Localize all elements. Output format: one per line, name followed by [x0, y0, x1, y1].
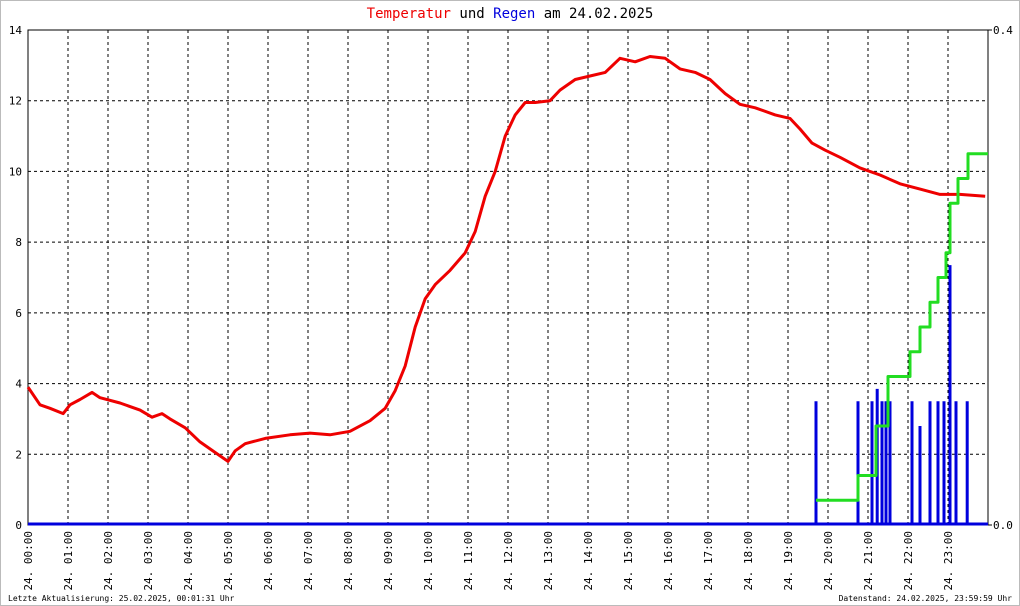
- x-tick-label: 24. 00:00: [22, 531, 35, 591]
- bar: [910, 401, 914, 525]
- y-tick-label: 4: [15, 378, 22, 391]
- line: [816, 152, 988, 502]
- x-tick-label: 24. 05:00: [222, 531, 235, 591]
- x-tick-label: 24. 11:00: [462, 531, 475, 591]
- bar: [948, 265, 952, 525]
- footer-left: Letzte Aktualisierung: 25.02.2025, 00:01…: [8, 594, 235, 603]
- x-tick-label: 24. 07:00: [302, 531, 315, 591]
- bar: [856, 401, 860, 525]
- x-tick-label: 24. 23:00: [942, 531, 955, 591]
- bar: [814, 401, 818, 525]
- bar: [884, 401, 888, 525]
- title-part: und: [459, 6, 484, 22]
- y-tick-label: 10: [9, 165, 22, 178]
- bar: [918, 426, 922, 525]
- x-tick-label: 24. 19:00: [782, 531, 795, 591]
- x-tick-label: 24. 08:00: [342, 531, 355, 591]
- bar: [928, 401, 932, 525]
- bar: [880, 401, 884, 525]
- line: [26, 55, 986, 463]
- bar: [965, 401, 969, 525]
- y-tick-label: 8: [15, 236, 22, 249]
- x-tick-label: 24. 03:00: [142, 531, 155, 591]
- y2-tick-label: 0.4: [993, 24, 1013, 37]
- x-tick-label: 24. 04:00: [182, 531, 195, 591]
- bar: [870, 401, 874, 525]
- bar: [936, 401, 940, 525]
- y2-tick-label: 0.0: [993, 519, 1013, 532]
- x-tick-label: 24. 20:00: [822, 531, 835, 591]
- x-tick-label: 24. 02:00: [102, 531, 115, 591]
- x-tick-label: 24. 01:00: [62, 531, 75, 591]
- chart-title: Temperatur und Regen am 24.02.2025: [367, 6, 654, 22]
- bar: [942, 401, 946, 525]
- bar: [954, 401, 958, 525]
- y-tick-label: 6: [15, 307, 22, 320]
- x-tick-label: 24. 06:00: [262, 531, 275, 591]
- x-tick-label: 24. 15:00: [622, 531, 635, 591]
- bar: [888, 401, 892, 525]
- x-tick-label: 24. 09:00: [382, 531, 395, 591]
- x-tick-label: 24. 13:00: [542, 531, 555, 591]
- x-tick-label: 24. 12:00: [502, 531, 515, 591]
- y-tick-label: 12: [9, 95, 22, 108]
- x-tick-label: 24. 21:00: [862, 531, 875, 591]
- x-tick-label: 24. 18:00: [742, 531, 755, 591]
- title-part: Temperatur: [367, 6, 451, 22]
- y-tick-label: 2: [15, 448, 22, 461]
- x-tick-label: 24. 16:00: [662, 531, 675, 591]
- x-tick-label: 24. 17:00: [702, 531, 715, 591]
- plot-area: 0 2 4 6 8 10 12 14 0.0 0.4 24. 00:00 24. 01:00 24. 0…: [9, 24, 1013, 591]
- x-tick-label: 24. 22:00: [902, 531, 915, 591]
- y-tick-label: 0: [15, 519, 22, 532]
- y-tick-label: 14: [9, 24, 23, 37]
- title-part: Regen: [493, 6, 535, 22]
- title-part: am 24.02.2025: [544, 6, 654, 22]
- x-tick-label: 24. 10:00: [422, 531, 435, 591]
- footer-right: Datenstand: 24.02.2025, 23:59:59 Uhr: [839, 594, 1013, 603]
- x-tick-label: 24. 14:00: [582, 531, 595, 591]
